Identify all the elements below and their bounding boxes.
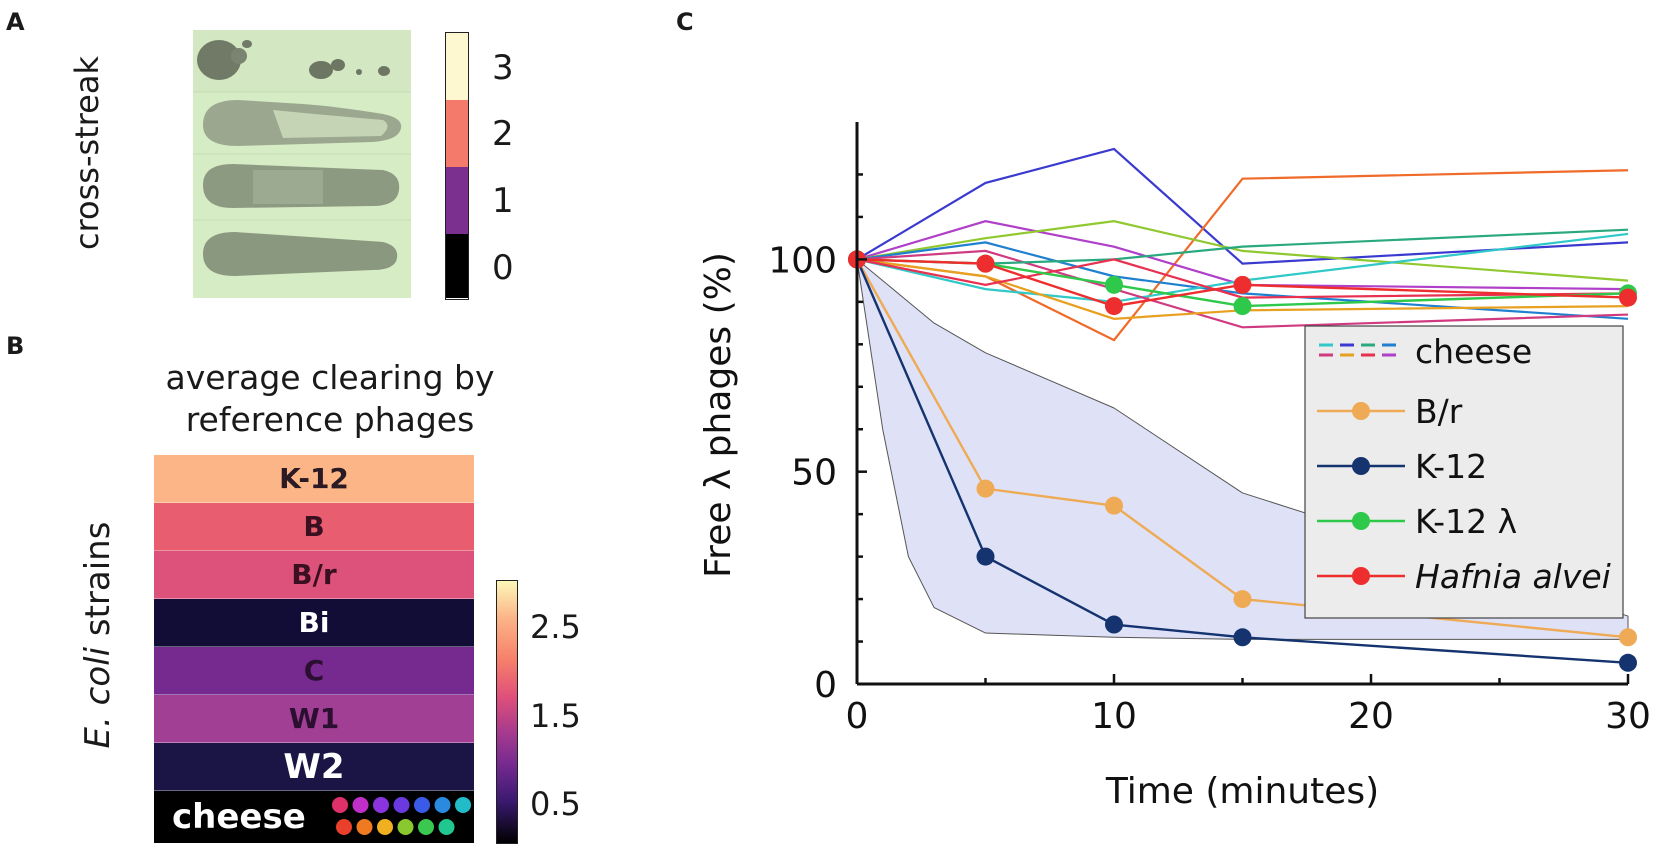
scale-segment-2 — [446, 100, 468, 167]
cheese-dot — [418, 819, 434, 835]
y-axis-label: Free λ phages (%) — [698, 252, 739, 578]
cheese-dot — [393, 797, 410, 813]
colorbar-tick-1-5: 1.5 — [530, 697, 581, 735]
heat-row-label: B — [303, 510, 325, 543]
y-tick-label: 50 — [791, 453, 837, 494]
legend-marker-k-12- — [1352, 512, 1370, 530]
x-tick-label: 30 — [1605, 696, 1651, 737]
data-point-b-r — [1233, 590, 1252, 609]
cheese-dot — [397, 819, 414, 835]
scale-segment-1 — [446, 167, 468, 234]
cheese-dot — [377, 819, 393, 835]
y-tick-label: 100 — [768, 240, 837, 281]
heat-row-w2: W2 — [154, 743, 474, 791]
x-axis-label: Time (minutes) — [1105, 771, 1379, 812]
series-line-cheese-10 — [856, 258, 1629, 299]
heat-row-label: W1 — [288, 702, 340, 735]
shaded-range-band — [856, 258, 1629, 640]
series-line-cheese-8 — [856, 258, 1629, 320]
heat-row-label: B/r — [291, 558, 337, 591]
heat-row-label: Bi — [298, 606, 330, 639]
scale-tick-2: 2 — [492, 114, 514, 154]
scale-tick-1: 1 — [492, 181, 514, 221]
panel-b-title-line1: average clearing by — [165, 358, 495, 397]
heat-row-label: W2 — [283, 746, 345, 787]
data-point-hafnia-alvei — [1233, 275, 1252, 294]
heat-row-b: B — [154, 503, 474, 551]
cheese-dot — [332, 797, 348, 813]
heat-row-label: cheese — [172, 797, 306, 837]
panel-b-label: B — [6, 332, 25, 360]
data-point-k-12- — [1233, 297, 1252, 316]
data-point-hafnia-alvei — [976, 254, 995, 273]
heat-row-c: C — [154, 647, 474, 695]
cross-streak-plate-image — [193, 30, 411, 298]
cheese-dot — [356, 819, 373, 835]
data-point-b-r — [1619, 628, 1637, 647]
panel-a-label: A — [6, 8, 25, 36]
data-point-k-12 — [1105, 615, 1123, 634]
heat-row-k12: K-12 — [154, 455, 474, 503]
colorbar-tick-2-5: 2.5 — [530, 608, 581, 646]
scale-segment-3 — [446, 33, 468, 100]
x-tick-label: 10 — [1091, 696, 1137, 737]
data-point-k-12- — [1105, 275, 1123, 294]
legend-label-b-r: B/r — [1415, 392, 1463, 431]
legend-marker-k-12 — [1352, 457, 1370, 475]
scale-segment-0 — [446, 234, 468, 298]
heat-row-label: C — [303, 654, 325, 687]
legend-marker-hafnia-alvei — [1352, 567, 1370, 585]
heat-row-bi: Bi — [154, 599, 474, 647]
scale-tick-3: 3 — [492, 48, 514, 88]
legend-label-k-12-: K-12 λ — [1415, 502, 1517, 541]
cross-streak-scale-bar — [445, 32, 469, 300]
data-point-b-r — [1105, 496, 1123, 515]
cheese-dot — [336, 819, 352, 835]
colorbar-tick-0-5: 0.5 — [530, 785, 581, 823]
data-point-hafnia-alvei — [1105, 297, 1123, 316]
heat-row-br: B/r — [154, 551, 474, 599]
x-tick-label: 20 — [1348, 696, 1394, 737]
panel-b-title-line2: reference phages — [185, 400, 475, 439]
clearing-colorbar — [496, 580, 518, 844]
legend-marker-b-r — [1352, 402, 1370, 420]
data-point-b-r — [976, 479, 995, 498]
series-line-cheese-4 — [856, 220, 1629, 282]
legend-label-k-12: K-12 — [1415, 447, 1487, 486]
cheese-dot — [352, 797, 369, 813]
y-tick-label: 0 — [814, 665, 837, 706]
cheese-dot — [434, 797, 451, 813]
cheese-dot — [414, 797, 430, 813]
cheese-dot — [438, 819, 455, 835]
data-point-k-12 — [1619, 653, 1637, 672]
heat-row-label: K-12 — [279, 462, 349, 495]
series-line-cheese-1 — [856, 147, 1629, 265]
data-point-hafnia-alvei — [1619, 288, 1637, 307]
cheese-dot — [373, 797, 389, 813]
series-line-cheese-3 — [856, 220, 1629, 291]
scale-tick-0: 0 — [492, 248, 514, 288]
legend-label-hafnia-alvei: Hafnia alvei — [1415, 557, 1611, 596]
data-point-k-12 — [1233, 628, 1252, 647]
cheese-dots — [332, 797, 471, 835]
legend-label-cheese: cheese — [1415, 332, 1532, 371]
x-tick-label: 0 — [846, 696, 869, 737]
series-line-cheese-9 — [856, 228, 1629, 265]
heat-row-w1: W1 — [154, 695, 474, 743]
data-point-k-12 — [976, 547, 995, 566]
cheese-dot — [455, 797, 471, 813]
panel-c-label: C — [676, 8, 694, 36]
